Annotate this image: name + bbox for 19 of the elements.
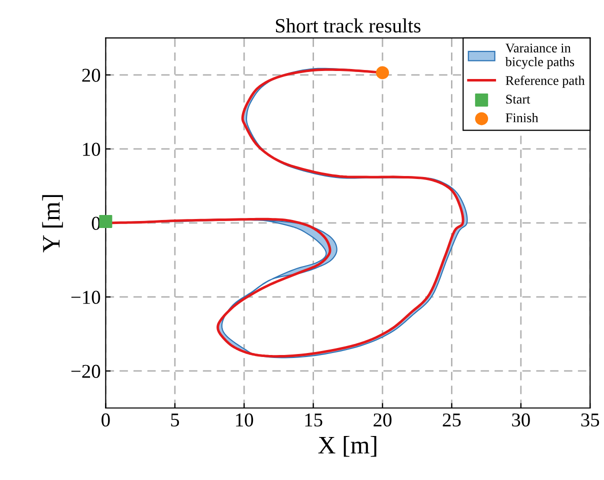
- x-tick-label: 0: [102, 413, 110, 427]
- x-axis-title: X [m]: [318, 436, 376, 457]
- legend-label: Varaiance in bicycle paths: [505, 44, 574, 69]
- x-tick-label: 5: [171, 414, 180, 427]
- legend-label: Finish: [506, 113, 538, 122]
- legend-label: Start: [506, 94, 530, 104]
- y-axis-title: Y [m]: [42, 195, 63, 252]
- chart-title: Short track results: [276, 18, 420, 33]
- y-tick-label: 10: [83, 142, 100, 156]
- y-tick-label: −10: [71, 290, 100, 304]
- x-tick-label: 35: [581, 413, 600, 427]
- y-tick-label: 20: [82, 68, 100, 82]
- y-tick-label: −20: [71, 364, 100, 378]
- x-tick-label: 30: [512, 413, 530, 427]
- x-tick-label: 25: [442, 413, 461, 427]
- x-tick-label: 20: [374, 413, 392, 427]
- legend-label: Reference path: [506, 76, 585, 88]
- x-tick-label: 10: [236, 413, 254, 427]
- x-tick-label: 15: [305, 414, 322, 427]
